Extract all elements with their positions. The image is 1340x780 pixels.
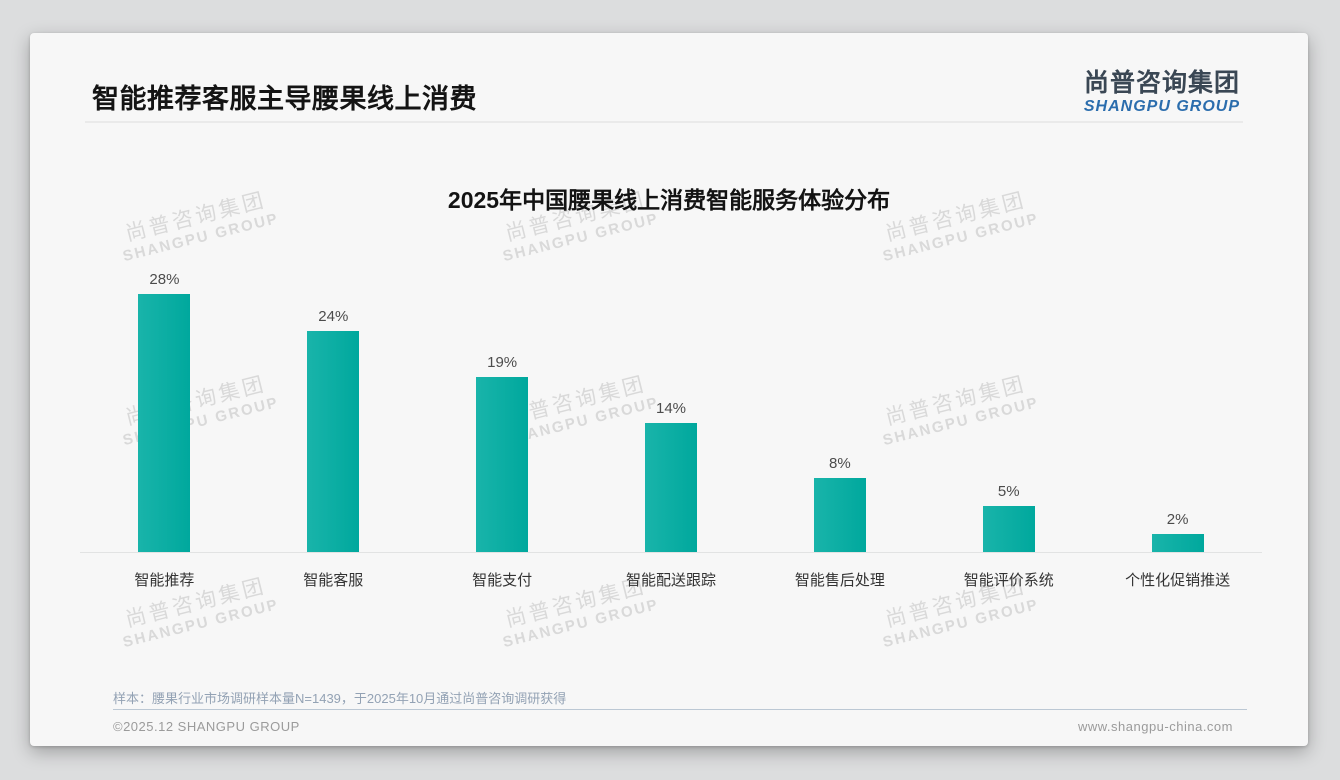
category-label: 个性化促销推送: [1125, 572, 1231, 589]
value-label: 8%: [829, 455, 851, 472]
watermark-text-en: SHANGPU GROUP: [121, 596, 281, 652]
slide-card: 尚普咨询集团 SHANGPU GROUP 尚普咨询集团 SHANGPU GROUP 尚普…: [30, 33, 1308, 746]
value-label: 24%: [318, 308, 349, 325]
bar-column: 24%: [249, 249, 418, 552]
bar: [138, 294, 191, 552]
watermark-text-en: SHANGPU GROUP: [881, 596, 1041, 652]
chart-title: 2025年中国腰果线上消费智能服务体验分布: [447, 187, 891, 213]
sample-footnote: 样本：腰果行业市场调研样本量N=1439，于2025年10月通过尚普咨询调研获得: [113, 691, 567, 706]
value-label: 2%: [1166, 511, 1189, 528]
category-label: 智能配送跟踪: [626, 572, 717, 589]
watermark-text-en: SHANGPU GROUP: [501, 596, 661, 652]
category-label: 智能推荐: [134, 572, 195, 589]
footer-website: www.shangpu-china.com: [1077, 719, 1233, 734]
footer-divider: [113, 709, 1247, 710]
category-label: 智能售后处理: [794, 572, 885, 589]
value-label: 28%: [149, 271, 180, 288]
logo-text-cn: 尚普咨询集团: [1083, 69, 1240, 97]
bar-column: 28%: [80, 249, 249, 552]
value-label: 5%: [997, 483, 1020, 500]
bar-column: 5%: [924, 249, 1093, 552]
value-label: 14%: [655, 400, 687, 417]
category-label: 智能客服: [303, 572, 364, 589]
bar: [1151, 534, 1204, 552]
footer-copyright: ©2025.12 SHANGPU GROUP: [113, 719, 300, 734]
bar-column: 19%: [418, 249, 587, 552]
bar: [307, 331, 360, 552]
page-title: 智能推荐客服主导腰果线上消费: [92, 84, 477, 114]
title-divider: [85, 121, 1243, 123]
bar: [476, 377, 529, 552]
category-label: 智能支付: [472, 572, 533, 589]
bar: [645, 423, 697, 552]
bar: [982, 506, 1035, 552]
bars-row: 28% 24% 19% 14% 8% 5% 2%: [80, 249, 1262, 553]
logo-text-en: SHANGPU GROUP: [1083, 97, 1240, 115]
company-logo: 尚普咨询集团 SHANGPU GROUP: [1084, 69, 1240, 116]
category-label: 智能评价系统: [963, 572, 1054, 589]
bar-column: 2%: [1093, 249, 1262, 552]
bar-column: 14%: [587, 249, 756, 552]
bar-column: 8%: [755, 249, 924, 552]
value-label: 19%: [487, 354, 518, 371]
labels-row: 智能推荐 智能客服 智能支付 智能配送跟踪 智能售后处理 智能评价系统 个性化促销推送: [80, 569, 1262, 590]
bar: [813, 478, 866, 552]
